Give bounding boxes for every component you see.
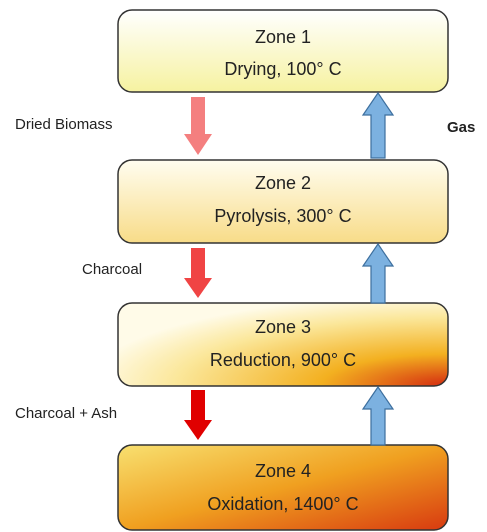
- zone-box: [117, 9, 449, 93]
- up-arrow: [361, 91, 395, 159]
- up-arrow: [361, 385, 395, 446]
- down-arrow: [184, 97, 212, 155]
- up-arrow: [361, 242, 395, 304]
- zone-subtitle: Oxidation, 1400° C: [207, 494, 358, 514]
- down-arrow: [184, 390, 212, 440]
- zone-subtitle: Reduction, 900° C: [210, 350, 356, 370]
- zone-box: [117, 302, 449, 387]
- zone-title: Zone 3: [255, 317, 311, 337]
- flow-label: Charcoal + Ash: [15, 405, 117, 422]
- flow-label: Dried Biomass: [15, 116, 113, 133]
- flow-label: Charcoal: [82, 261, 142, 278]
- zone-box: [117, 444, 449, 531]
- zone-subtitle: Drying, 100° C: [224, 59, 341, 79]
- zone-title: Zone 4: [255, 461, 311, 481]
- down-arrow: [184, 248, 212, 298]
- gas-label: Gas: [447, 119, 475, 136]
- zone-title: Zone 2: [255, 173, 311, 193]
- zone-box: [117, 159, 449, 244]
- zone-title: Zone 1: [255, 27, 311, 47]
- zone-subtitle: Pyrolysis, 300° C: [214, 206, 351, 226]
